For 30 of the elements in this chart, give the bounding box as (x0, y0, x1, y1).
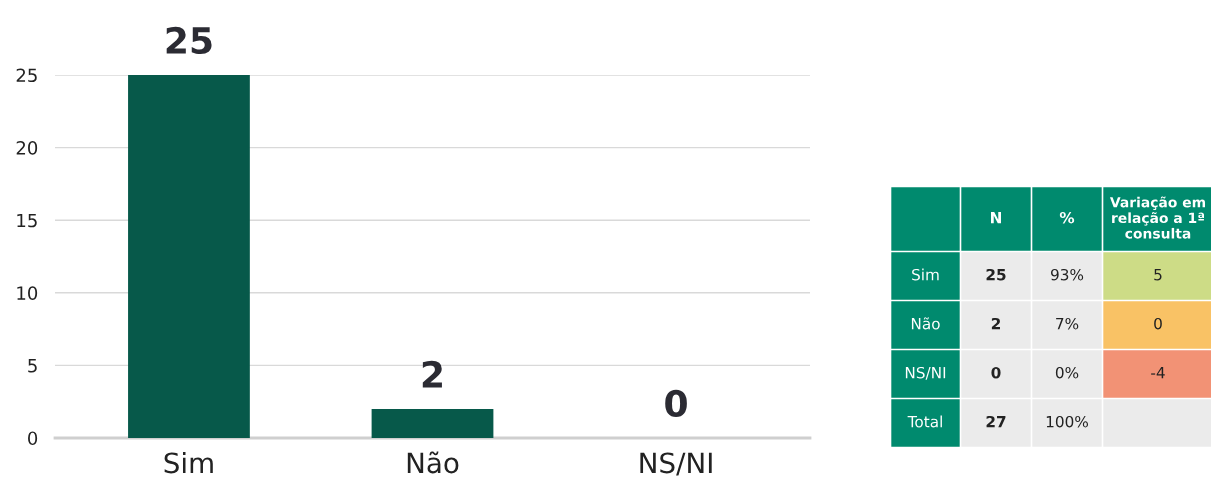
category-label: NS/NI (905, 366, 946, 380)
category-label: % (1059, 211, 1075, 224)
text: 100% (1046, 415, 1088, 428)
text: -4 (1151, 367, 1165, 379)
x-tick-label: Sim (164, 451, 213, 474)
y-tick-label: 15 (17, 213, 37, 228)
category-label: Não (911, 317, 940, 330)
text: 5 (1154, 269, 1162, 281)
text: 25 (986, 268, 1006, 281)
text: 93% (1050, 268, 1084, 281)
text: 27 (986, 415, 1006, 428)
y-tick-label: 0 (28, 431, 38, 446)
data-label: 2 (422, 360, 442, 388)
data-label: 0 (665, 389, 687, 418)
x-tick-label: Não (407, 451, 459, 474)
x-tick-label: NS/NI (640, 452, 712, 476)
y-tick-label: 5 (28, 359, 37, 373)
y-tick-label: 10 (17, 286, 38, 300)
category-label: N (991, 212, 1001, 224)
text: 0 (991, 366, 1001, 379)
text: 0% (1055, 366, 1079, 379)
category-label: Sim (912, 268, 939, 281)
y-tick-label: 25 (16, 68, 37, 83)
y-tick-label: 20 (16, 141, 38, 155)
text: 7% (1056, 317, 1079, 330)
category-label: Total (907, 415, 942, 428)
text: 0 (1154, 317, 1162, 330)
category-label: Variação em relação a 1ª consulta (1109, 196, 1206, 239)
text: 2 (991, 317, 1000, 330)
data-label: 25 (166, 26, 212, 55)
